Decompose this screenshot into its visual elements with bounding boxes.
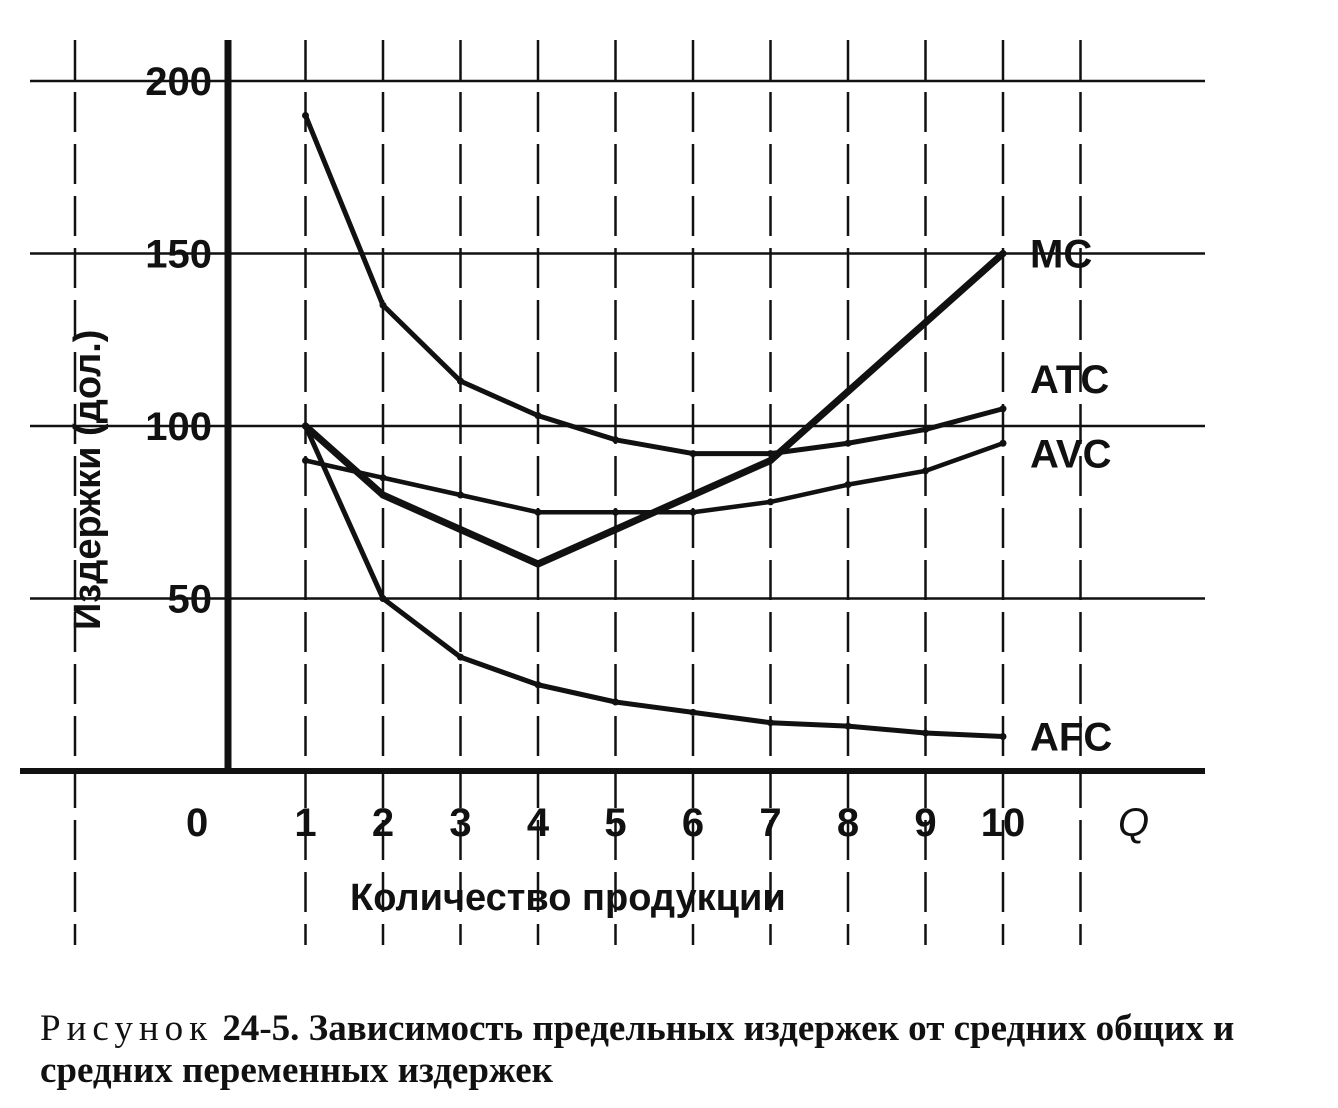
data-point-atc — [844, 439, 852, 447]
x-tick-label: 5 — [604, 801, 626, 845]
data-point-avc — [379, 474, 387, 482]
data-point-afc — [457, 653, 464, 661]
figure-caption-text: 24-5. Зависимость предельных издержек от… — [40, 1008, 1235, 1091]
series-label-avc: AVC — [1030, 432, 1111, 476]
data-point-avc — [844, 481, 852, 489]
y-tick-label: 100 — [145, 405, 212, 449]
data-point-afc — [844, 722, 852, 730]
axes — [20, 40, 1205, 774]
x-tick-label: 3 — [449, 801, 471, 845]
y-tick-label: 150 — [145, 233, 212, 277]
origin-label: 0 — [186, 801, 208, 845]
data-point-avc — [767, 498, 774, 506]
y-axis-title: Издержки (дол.) — [67, 330, 109, 630]
data-point-mc — [999, 250, 1007, 257]
data-point-mc — [379, 491, 387, 499]
series-line-mc — [302, 250, 1007, 568]
data-point-afc — [689, 708, 697, 716]
data-point-mc — [767, 457, 774, 464]
x-tick-label: 10 — [981, 801, 1026, 845]
x-axis-symbol: Q — [1118, 801, 1149, 845]
data-point-mc — [922, 319, 929, 326]
data-point-afc — [379, 595, 387, 602]
data-point-atc — [379, 301, 387, 309]
y-tick-label: 50 — [168, 578, 213, 622]
series-label-mc: MC — [1030, 233, 1092, 277]
data-point-mc — [689, 491, 697, 499]
series-line-atc — [303, 113, 1006, 457]
data-point-avc — [612, 508, 619, 516]
data-point-mc — [457, 526, 464, 533]
data-point-atc — [457, 377, 464, 385]
data-point-avc — [457, 491, 464, 499]
data-point-afc — [612, 698, 619, 706]
x-tick-label: 8 — [837, 801, 859, 845]
y-tick-label: 200 — [145, 60, 212, 104]
data-point-afc — [302, 422, 309, 430]
series-line-afc — [303, 423, 1006, 739]
x-tick-label: 7 — [759, 801, 781, 845]
data-point-avc — [999, 439, 1007, 447]
data-point-atc — [302, 112, 309, 119]
data-point-atc — [534, 412, 542, 420]
data-point-atc — [922, 425, 929, 433]
series-labels: MC ATC AVC AFC — [1030, 233, 1112, 760]
x-tick-label: 2 — [372, 801, 394, 845]
data-point-avc — [534, 508, 542, 516]
data-point-afc — [534, 681, 542, 689]
data-point-mc — [844, 388, 852, 395]
data-point-avc — [302, 457, 309, 464]
x-tick-label: 9 — [914, 801, 936, 845]
data-point-avc — [922, 467, 929, 475]
data-point-atc — [999, 405, 1007, 413]
figure-caption: Рисунок 24-5. Зависимость предельных изд… — [40, 1008, 1310, 1092]
data-point-atc — [767, 450, 774, 458]
series-label-atc: ATC — [1030, 358, 1109, 402]
data-point-afc — [922, 729, 929, 737]
series-line-avc — [303, 441, 1006, 515]
data-point-afc — [999, 733, 1007, 740]
data-point-avc — [689, 508, 697, 516]
tick-labels: 1 2 3 4 5 6 7 8 9 10 50 100 150 200 — [145, 60, 1025, 845]
data-point-afc — [767, 719, 774, 727]
series-lines — [302, 112, 1007, 740]
cost-chart: MC ATC AVC AFC 1 2 3 4 5 6 7 8 9 10 50 100 150 200 Q 0 К… — [20, 40, 1205, 945]
figure-caption-lead: Рисунок — [40, 1008, 214, 1049]
data-point-atc — [689, 450, 697, 458]
x-tick-label: 1 — [294, 801, 316, 845]
data-point-mc — [612, 526, 619, 533]
horizontal-gridlines — [30, 79, 1205, 600]
data-point-mc — [534, 560, 542, 568]
x-tick-label: 4 — [527, 801, 550, 845]
series-label-afc: AFC — [1030, 716, 1112, 760]
x-axis-title: Количество продукции — [350, 877, 786, 919]
x-tick-label: 6 — [682, 801, 704, 845]
data-point-atc — [612, 436, 619, 444]
